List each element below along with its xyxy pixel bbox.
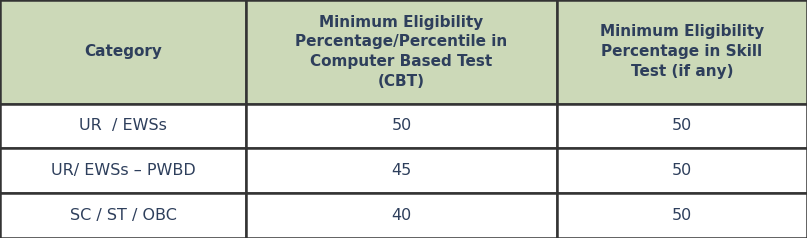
Bar	[246, 148, 557, 193]
Text: Minimum Eligibility
Percentage in Skill
Test (if any): Minimum Eligibility Percentage in Skill …	[600, 25, 764, 79]
Bar	[246, 193, 557, 238]
Bar	[557, 104, 807, 148]
Text: UR  / EWSs: UR / EWSs	[79, 119, 167, 134]
Bar	[0, 0, 246, 104]
Bar	[246, 104, 557, 148]
Bar	[0, 193, 246, 238]
Text: 50: 50	[671, 119, 692, 134]
Text: SC / ST / OBC: SC / ST / OBC	[69, 208, 177, 223]
Text: 45: 45	[391, 163, 412, 178]
Bar	[557, 193, 807, 238]
Bar	[246, 0, 557, 104]
Text: 50: 50	[671, 208, 692, 223]
Bar	[557, 0, 807, 104]
Bar	[0, 104, 246, 148]
Text: Category: Category	[84, 44, 162, 59]
Bar	[0, 148, 246, 193]
Text: Minimum Eligibility
Percentage/Percentile in
Computer Based Test
(CBT): Minimum Eligibility Percentage/Percentil…	[295, 15, 508, 89]
Bar	[557, 148, 807, 193]
Text: 40: 40	[391, 208, 412, 223]
Text: 50: 50	[391, 119, 412, 134]
Text: 50: 50	[671, 163, 692, 178]
Text: UR/ EWSs – PWBD: UR/ EWSs – PWBD	[51, 163, 195, 178]
